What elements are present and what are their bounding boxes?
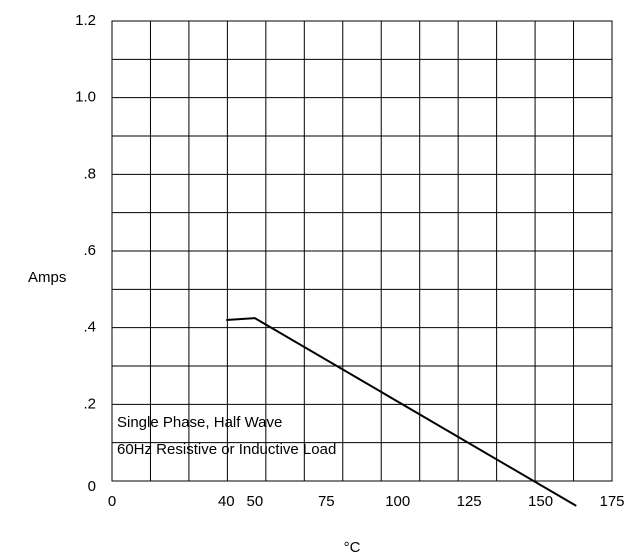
y-tick-label: 1.2: [75, 12, 96, 29]
x-tick-label: 175: [599, 493, 624, 510]
annotation: 60Hz Resistive or Inductive Load: [117, 441, 336, 458]
x-tick-label: 75: [318, 493, 335, 510]
y-tick-label: .4: [83, 319, 96, 336]
y-tick-label: 1.0: [75, 89, 96, 106]
x-tick-label: 125: [457, 493, 482, 510]
x-tick-label: 50: [247, 493, 264, 510]
x-tick-label: 150: [528, 493, 553, 510]
y-axis-label: Amps: [28, 269, 66, 286]
y-tick-label: .2: [83, 395, 96, 412]
data-line: [226, 317, 577, 507]
x-tick-label: 40: [218, 493, 235, 510]
x-tick-label: 100: [385, 493, 410, 510]
x-tick-label: 0: [108, 493, 116, 510]
y-tick-label: 0: [88, 478, 96, 495]
y-tick-label: .8: [83, 165, 96, 182]
x-axis-label: °C: [344, 539, 361, 556]
y-tick-label: .6: [83, 242, 96, 259]
annotation: Single Phase, Half Wave: [117, 414, 282, 431]
